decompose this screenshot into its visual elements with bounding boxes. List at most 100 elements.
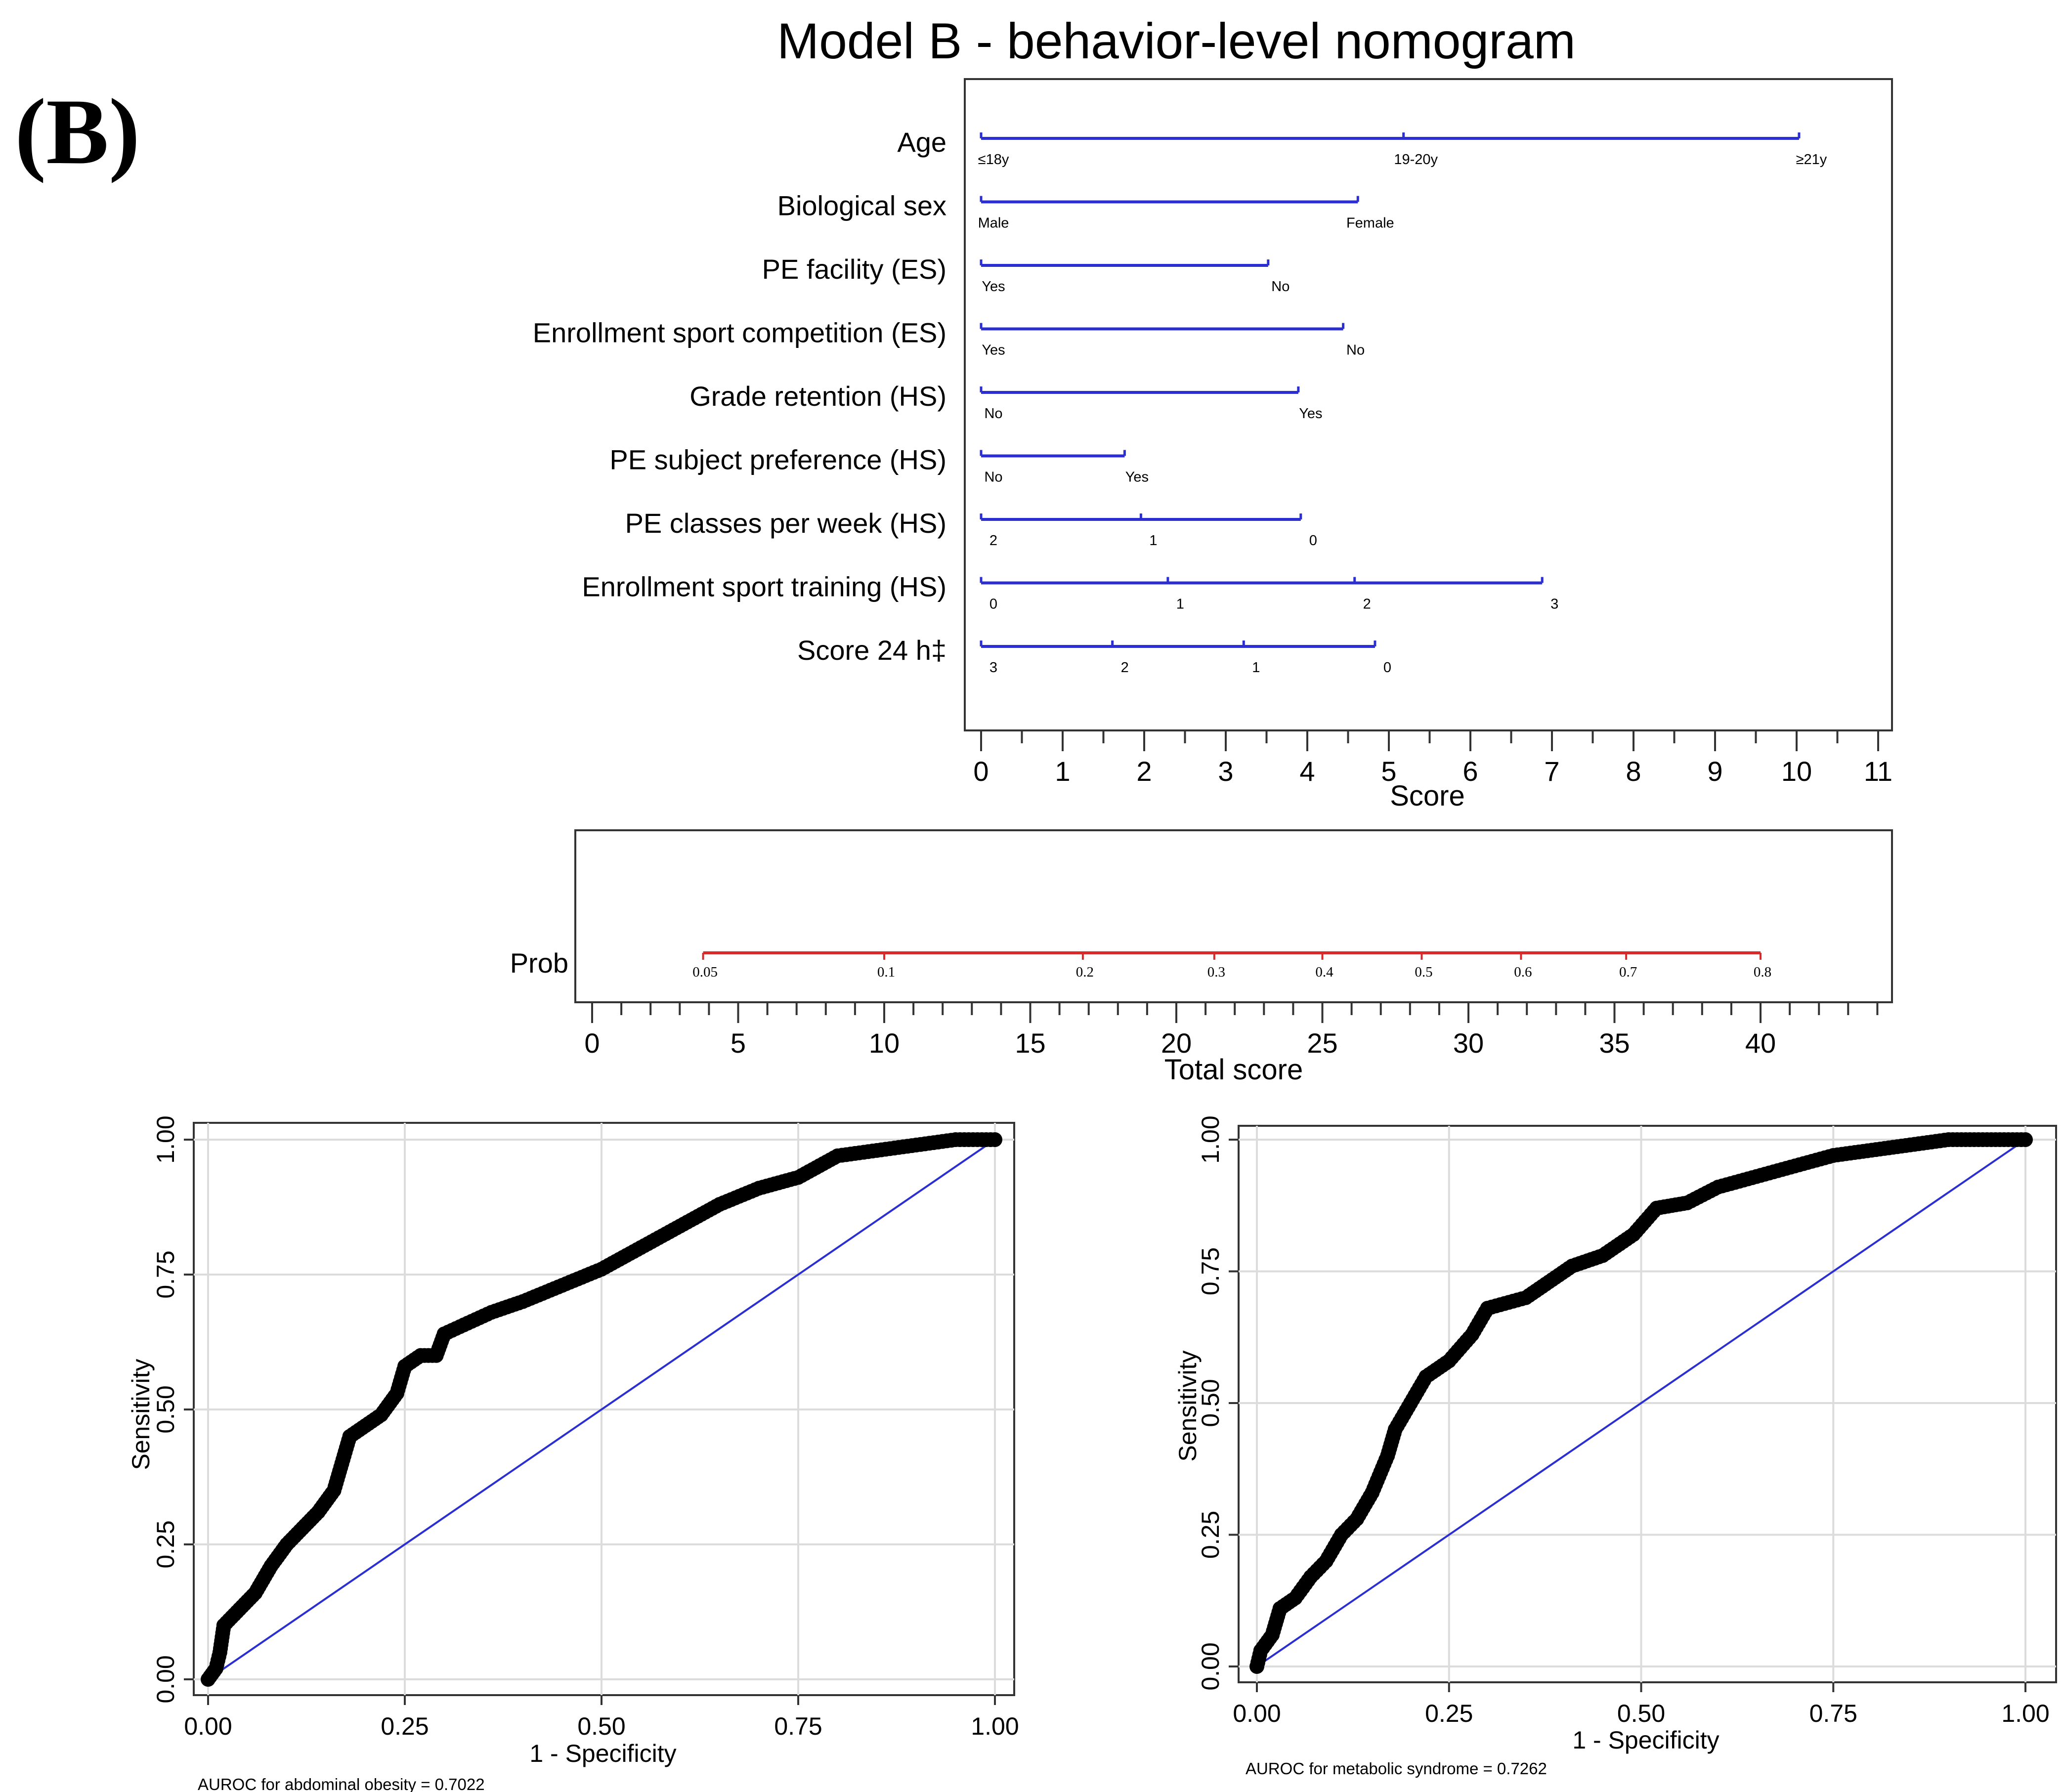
level-label: No <box>1346 342 1365 358</box>
level-label: No <box>984 469 1002 485</box>
x-tick-label: 1.00 <box>971 1712 1019 1740</box>
probability-tick-label: 0.4 <box>1315 964 1333 980</box>
total-tick-label: 25 <box>1307 1027 1337 1059</box>
reference-line <box>1256 1139 2026 1667</box>
level-label: Male <box>978 215 1009 231</box>
panel-label: (B) <box>15 80 140 184</box>
roc-right-caption: AUROC for metabolic syndrome = 0.7262 <box>1246 1759 1547 1778</box>
level-label: 2 <box>1121 660 1129 676</box>
level-label: 3 <box>989 660 997 676</box>
y-tick-label: 1.00 <box>152 1115 179 1163</box>
total-score-axis-label: Total score <box>1164 1054 1303 1086</box>
level-label: 0 <box>1309 533 1317 549</box>
y-tick-label: 0.50 <box>1197 1379 1224 1427</box>
roc-left-caption: AUROC for abdominal obesity = 0.7022 <box>198 1775 485 1792</box>
roc-left-ylabel: Sensitivity <box>127 1359 155 1470</box>
score-tick-label: 4 <box>1299 756 1315 787</box>
variable-label: Enrollment sport training (HS) <box>582 571 946 602</box>
variable-label: Age <box>897 127 946 158</box>
probability-tick-label: 0.8 <box>1754 964 1771 980</box>
y-tick-label: 1.00 <box>1197 1115 1224 1163</box>
score-tick-label: 10 <box>1781 756 1812 787</box>
level-label: Female <box>1346 215 1394 231</box>
score-tick-label: 1 <box>1055 756 1070 787</box>
roc-metabolic-syndrome: 0.00 0.25 0.50 0.75 1.00 0.00 0.25 0.50 0.75 1.00 <box>1197 1115 2057 1727</box>
probability-tick-label: 0.05 <box>692 964 718 980</box>
nomogram-frame <box>964 78 1893 731</box>
probability-tick-label: 0.7 <box>1619 964 1637 980</box>
variable-label: PE facility (ES) <box>762 254 946 285</box>
probability-frame <box>574 829 1893 1003</box>
probability-scale: 0.05 0.1 0.2 0.3 0.4 0.5 0.6 0.7 0.8 <box>692 951 1771 980</box>
level-label: 0 <box>989 597 997 612</box>
level-label: 19-20y <box>1394 152 1438 168</box>
x-tick-label: 0.00 <box>1233 1700 1281 1727</box>
score-tick-label: 5 <box>1381 756 1396 787</box>
total-tick-label: 40 <box>1745 1027 1776 1059</box>
variable-label: Score 24 h‡ <box>797 635 946 666</box>
score-tick-label: 7 <box>1544 756 1559 787</box>
total-tick-label: 15 <box>1015 1027 1045 1059</box>
variable-label: PE classes per week (HS) <box>625 508 946 539</box>
y-tick-label: 0.75 <box>1197 1247 1224 1295</box>
score-axis-label: Score <box>1390 780 1465 812</box>
x-tick-label: 1.00 <box>2001 1700 2049 1727</box>
total-tick-label: 0 <box>584 1027 600 1059</box>
y-tick-label: 0.25 <box>152 1520 179 1568</box>
level-label: 2 <box>1363 597 1371 612</box>
prob-row-label: Prob <box>510 947 568 979</box>
roc-abdominal-obesity: 0.00 0.25 0.50 0.75 1.00 0.00 0.25 0.50 0.75 1.00 <box>152 1115 1019 1740</box>
variable-label: Enrollment sport competition (ES) <box>533 317 946 348</box>
level-label: Yes <box>1299 406 1322 422</box>
y-tick-label: 0.75 <box>152 1250 179 1298</box>
score-tick-label: 6 <box>1462 756 1478 787</box>
level-label: 0 <box>1383 660 1391 676</box>
score-axis: 0 1 2 3 4 5 6 7 8 9 10 11 <box>973 730 1892 787</box>
level-label: Yes <box>982 279 1005 295</box>
level-label: 2 <box>989 533 997 549</box>
roc-point <box>988 1132 1002 1147</box>
score-tick-label: 8 <box>1626 756 1641 787</box>
roc-right-ylabel: Sensitivity <box>1174 1350 1202 1461</box>
probability-tick-label: 0.5 <box>1415 964 1432 980</box>
score-tick-label: 2 <box>1136 756 1152 787</box>
roc-right-xlabel: 1 - Specificity <box>1572 1726 1719 1754</box>
nomogram-title: Model B - behavior-level nomogram <box>777 13 1576 69</box>
total-tick-label: 20 <box>1161 1027 1192 1059</box>
level-label: ≤18y <box>978 152 1009 168</box>
total-tick-label: 5 <box>731 1027 746 1059</box>
level-label: 1 <box>1252 660 1260 676</box>
total-score-axis: 0 5 10 15 20 25 30 35 40 <box>584 1002 1879 1059</box>
total-tick-label: 35 <box>1599 1027 1630 1059</box>
level-label: No <box>1271 279 1290 295</box>
variable-label: PE subject preference (HS) <box>609 444 946 475</box>
y-tick-label: 0.00 <box>1197 1642 1224 1690</box>
probability-tick-label: 0.6 <box>1514 964 1532 980</box>
nomogram-rows: Age ≤18y 19-20y ≥21y Biological sex Male Femal… <box>533 127 1827 676</box>
probability-tick-label: 0.3 <box>1207 964 1225 980</box>
level-label: Yes <box>982 342 1005 358</box>
level-label: No <box>984 406 1002 422</box>
total-tick-label: 30 <box>1453 1027 1484 1059</box>
score-tick-label: 9 <box>1707 756 1722 787</box>
x-tick-label: 0.25 <box>1425 1700 1473 1727</box>
x-tick-label: 0.00 <box>184 1712 232 1740</box>
x-tick-label: 0.50 <box>1617 1700 1665 1727</box>
probability-tick-label: 0.2 <box>1076 964 1094 980</box>
roc-point <box>2018 1132 2033 1147</box>
variable-label: Biological sex <box>777 190 946 221</box>
x-tick-label: 0.75 <box>774 1712 822 1740</box>
probability-tick-label: 0.1 <box>877 964 895 980</box>
y-tick-label: 0.50 <box>152 1385 179 1433</box>
roc-left-xlabel: 1 - Specificity <box>529 1740 676 1767</box>
x-tick-label: 0.75 <box>1809 1700 1857 1727</box>
level-label: 1 <box>1149 533 1157 549</box>
y-tick-label: 0.25 <box>1197 1511 1224 1559</box>
score-tick-label: 3 <box>1218 756 1233 787</box>
level-label: 1 <box>1176 597 1184 612</box>
score-tick-label: 0 <box>973 756 989 787</box>
x-tick-label: 0.50 <box>577 1712 625 1740</box>
score-tick-label: 11 <box>1864 756 1892 787</box>
level-label: ≥21y <box>1796 152 1827 168</box>
